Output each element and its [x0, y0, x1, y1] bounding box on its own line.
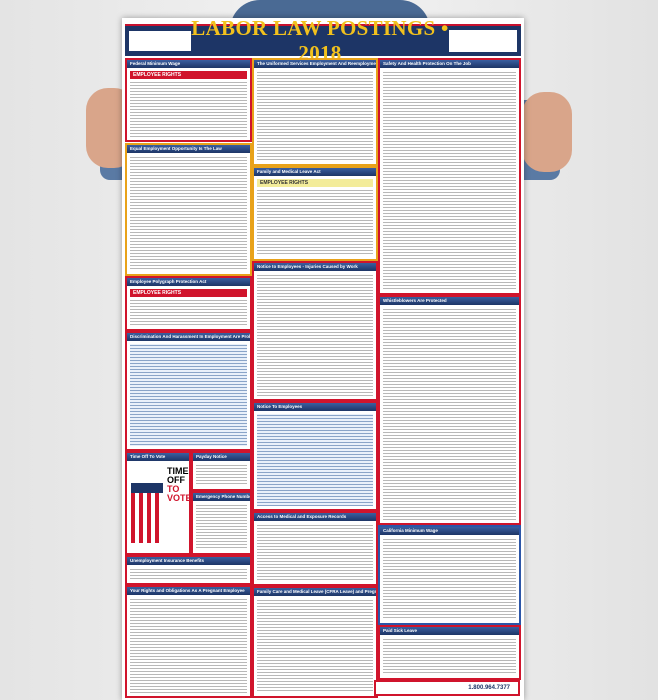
section-body [130, 598, 247, 693]
qr-code [129, 31, 191, 51]
section-body [257, 599, 373, 693]
section-title: Notice To Employees [254, 403, 376, 411]
section-title: Paid Sick Leave [380, 627, 519, 635]
update-badge [449, 30, 517, 52]
section-body [257, 189, 373, 256]
section-title: Unemployment Insurance Benefits [127, 557, 250, 565]
section-polygraph: Employee Polygraph Protection Act EMPLOY… [125, 276, 252, 331]
ballot-box-icon [131, 483, 163, 543]
section-title: Equal Employment Opportunity Is The Law [127, 145, 250, 153]
section-federal-min-wage: Federal Minimum Wage EMPLOYEE RIGHTS [125, 58, 252, 142]
section-title: Family Care and Medical Leave (CFRA Leav… [254, 588, 376, 596]
section-paid-sick-leave: Paid Sick Leave [378, 625, 521, 680]
section-title: Payday Notice [193, 453, 250, 461]
labor-law-poster: LABOR LAW POSTINGS • 2018 Federal Minimu… [122, 16, 524, 700]
section-title: The Uniformed Services Employment And Re… [254, 60, 376, 68]
section-body [383, 638, 516, 675]
section-title: Emergency Phone Numbers [193, 493, 250, 501]
section-title: Employee Polygraph Protection Act [127, 278, 250, 286]
section-ca-min-wage: California Minimum Wage [378, 525, 521, 625]
section-banner: EMPLOYEE RIGHTS [130, 71, 247, 79]
section-body [383, 71, 516, 290]
section-body [130, 568, 247, 580]
section-discrimination: Discrimination And Harassment In Employm… [125, 331, 252, 451]
section-body [130, 81, 247, 137]
section-title: Time Off To Vote [127, 453, 189, 461]
section-body [130, 344, 247, 446]
right-hand [522, 92, 572, 172]
section-title: Discrimination And Harassment In Employm… [127, 333, 250, 341]
section-body [257, 524, 373, 581]
section-body [257, 414, 373, 506]
section-body [257, 274, 373, 396]
section-title: Whistleblowers Are Protected [380, 297, 519, 305]
section-medical-records: Access to Medical and Exposure Records [252, 511, 378, 586]
section-title: Family and Medical Leave Act [254, 168, 376, 176]
section-userra: The Uniformed Services Employment And Re… [252, 58, 378, 166]
poster-header: LABOR LAW POSTINGS • 2018 [125, 16, 521, 65]
section-title: Access to Medical and Exposure Records [254, 513, 376, 521]
vote-headline: TIME OFF TO VOTE [167, 466, 191, 503]
section-injuries: Notice to Employees - Injuries Caused by… [252, 261, 378, 401]
section-body [257, 71, 373, 161]
section-body [196, 504, 247, 550]
section-fmla: Family and Medical Leave Act EMPLOYEE RI… [252, 166, 378, 261]
section-body [383, 538, 516, 620]
section-time-off-vote: Time Off To Vote TIME OFF TO VOTE [125, 451, 191, 555]
section-notice-employees: Notice To Employees [252, 401, 378, 511]
section-osha: Safety And Health Protection On The Job [378, 58, 521, 295]
section-payday: Payday Notice [191, 451, 252, 491]
section-banner: EMPLOYEE RIGHTS [130, 289, 247, 297]
poster-footer: 1.800.964.7377 [374, 680, 520, 696]
section-title: California Minimum Wage [380, 527, 519, 535]
section-banner: EMPLOYEE RIGHTS [257, 179, 373, 187]
section-pregnant-employee: Your Rights and Obligations As A Pregnan… [125, 585, 252, 698]
section-emergency: Emergency Phone Numbers [191, 491, 252, 555]
phone-number: 1.800.964.7377 [468, 685, 510, 691]
section-body [130, 156, 247, 271]
section-body [383, 308, 516, 520]
section-title: Federal Minimum Wage [127, 60, 250, 68]
section-body [130, 299, 247, 326]
section-cfra: Family Care and Medical Leave (CFRA Leav… [252, 586, 378, 698]
section-title: Your Rights and Obligations As A Pregnan… [127, 587, 250, 595]
section-title: Safety And Health Protection On The Job [380, 60, 519, 68]
section-unemployment: Unemployment Insurance Benefits [125, 555, 252, 585]
section-eeo: Equal Employment Opportunity Is The Law [125, 143, 252, 276]
section-title: Notice to Employees - Injuries Caused by… [254, 263, 376, 271]
section-body [196, 464, 247, 486]
section-whistleblowers: Whistleblowers Are Protected [378, 295, 521, 525]
